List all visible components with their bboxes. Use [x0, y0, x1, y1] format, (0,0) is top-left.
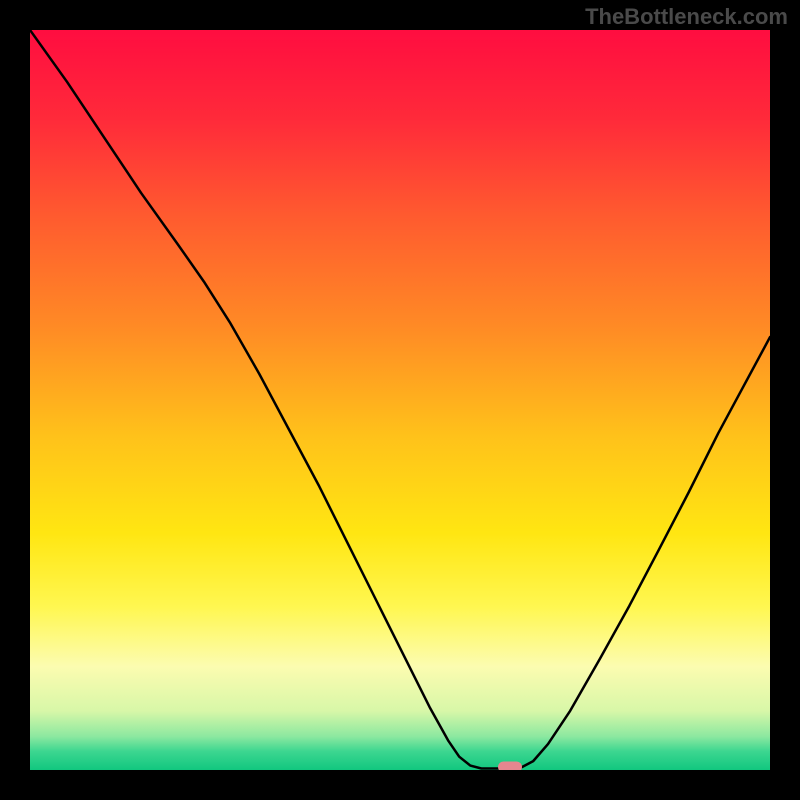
- bottleneck-curve: [30, 30, 770, 770]
- plot-area: [30, 30, 770, 770]
- watermark-text: TheBottleneck.com: [585, 4, 788, 30]
- optimal-marker: [498, 762, 522, 770]
